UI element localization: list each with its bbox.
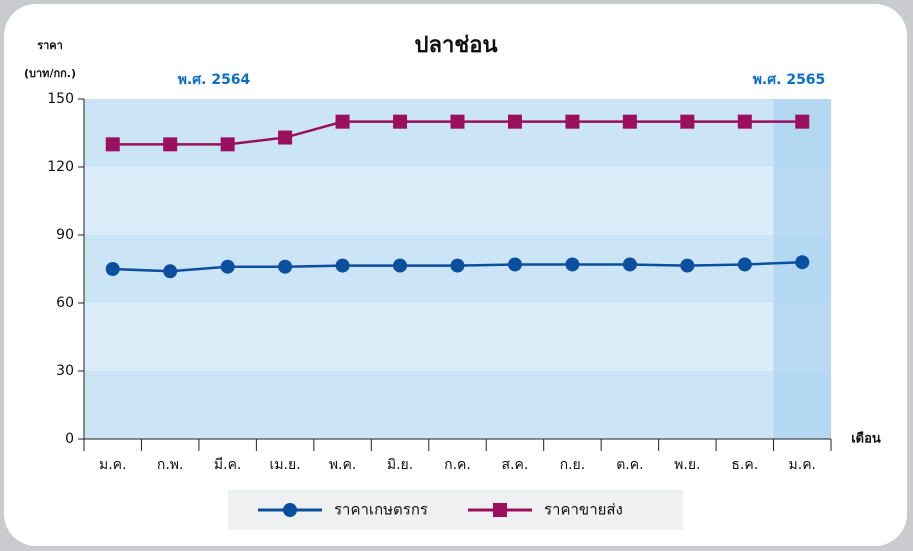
x-tick-label: พ.ค. (329, 457, 357, 473)
annotation: พ.ศ. 2564 (178, 72, 251, 88)
x-tick-label: ต.ค. (616, 457, 643, 473)
grid-band (84, 99, 831, 167)
grid-band (84, 303, 831, 371)
data-point (507, 257, 522, 272)
data-point (737, 257, 752, 272)
x-tick-label: ก.ย. (560, 457, 586, 473)
x-tick-label: ก.พ. (157, 457, 184, 473)
legend-marker (283, 503, 297, 517)
data-point (507, 114, 522, 129)
data-point (450, 258, 465, 273)
data-point (105, 262, 120, 276)
x-label: เดือน (851, 431, 881, 447)
data-point (622, 114, 637, 129)
data-point (393, 258, 408, 273)
data-point (278, 259, 293, 274)
x-tick-label: มิ.ย. (387, 457, 413, 473)
x-tick-label: พ.ย. (674, 457, 700, 473)
y-tick-label: 120 (47, 159, 74, 175)
data-point (795, 114, 810, 129)
legend-label: ราคาขายส่ง (544, 501, 623, 519)
data-point (565, 114, 580, 129)
y-tick-label: 150 (47, 91, 74, 107)
data-point (622, 257, 637, 272)
data-point (737, 114, 752, 129)
data-point (220, 259, 235, 274)
x-tick-label: ธ.ค. (731, 457, 758, 473)
data-point (795, 255, 810, 270)
data-point (393, 114, 408, 129)
data-point (220, 137, 235, 152)
data-point (565, 257, 580, 272)
grid-band (84, 167, 831, 235)
x-tick-label: ม.ค. (789, 457, 817, 473)
chart-title: ปลาช่อน (415, 33, 498, 58)
y-tick-label: 60 (56, 295, 74, 311)
y-tick-label: 30 (56, 363, 74, 379)
y-tick-label: 90 (56, 227, 74, 243)
data-point (163, 137, 178, 152)
data-point (335, 114, 350, 129)
x-tick-label: มี.ค. (214, 457, 242, 473)
data-point (163, 264, 178, 279)
x-tick-label: เม.ย. (270, 457, 301, 473)
x-tick-label: ก.ค. (444, 457, 471, 473)
x-tick-label: ส.ค. (502, 457, 529, 473)
data-point (335, 258, 350, 273)
data-point (680, 258, 695, 273)
annotation: พ.ศ. 2565 (753, 72, 826, 88)
data-point (450, 114, 465, 129)
x-tick-label: ม.ค. (99, 457, 127, 473)
legend-marker (493, 503, 507, 517)
data-point (105, 137, 120, 152)
data-point (278, 130, 293, 145)
y-label: ราคา (37, 39, 63, 52)
grid-band (84, 371, 831, 439)
y-label: (บาท/กก.) (24, 67, 76, 80)
data-point (680, 114, 695, 129)
y-tick-label: 0 (65, 431, 74, 447)
legend-label: ราคาเกษตรกร (334, 501, 428, 519)
